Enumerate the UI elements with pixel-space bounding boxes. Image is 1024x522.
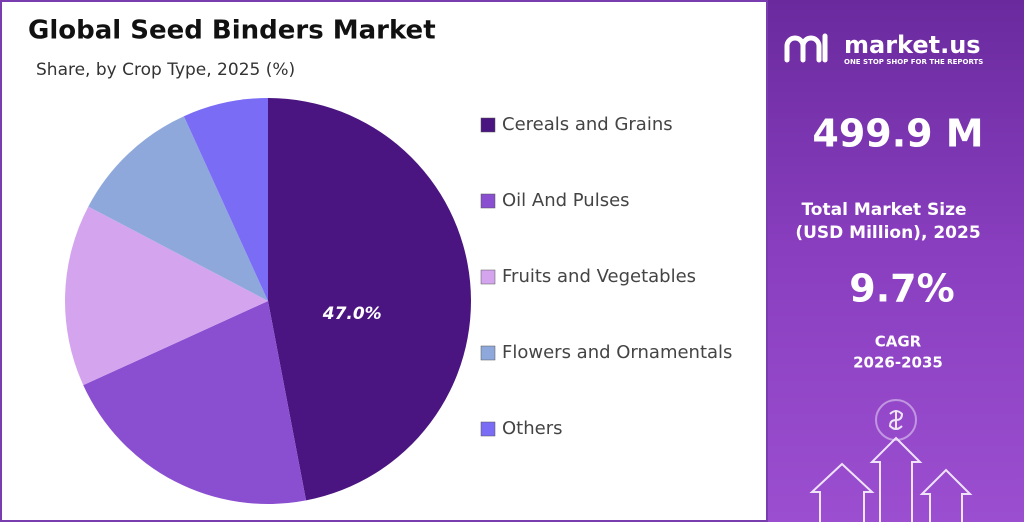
legend-swatch — [480, 193, 496, 209]
legend-label: Others — [502, 418, 563, 439]
pie-slice — [183, 98, 268, 301]
info-panel — [768, 0, 1024, 522]
legend-label: Oil And Pulses — [502, 190, 630, 211]
cagr-value: 9.7% — [849, 267, 954, 311]
pie-slice — [88, 116, 269, 301]
market-size-label: (USD Million), 2025 — [795, 223, 980, 243]
data-label: 47.0% — [322, 304, 382, 324]
legend-label: Fruits and Vegetables — [502, 266, 696, 287]
legend-swatch — [480, 117, 496, 133]
brand-tagline: ONE STOP SHOP FOR THE REPORTS — [844, 58, 983, 66]
decor-arrows — [809, 399, 973, 522]
legend-label: Cereals and Grains — [502, 114, 673, 135]
legend-swatch — [480, 421, 496, 437]
chart-subtitle: Share, by Crop Type, 2025 (%) — [36, 60, 295, 80]
brand-logo — [784, 33, 828, 63]
pie-slice — [64, 206, 268, 386]
pie-slice — [83, 301, 307, 504]
pie-slice — [268, 98, 471, 501]
chart-title: Global Seed Binders Market — [28, 16, 436, 46]
market-size: 499.9 M — [812, 112, 983, 156]
cagr-label: CAGR — [875, 333, 922, 351]
market-size-label: Total Market Size — [801, 200, 966, 220]
legend-swatch — [480, 345, 496, 361]
legend-label: Flowers and Ornamentals — [502, 342, 732, 363]
cagr-label: 2026-2035 — [853, 354, 943, 372]
brand-name: market.us — [844, 31, 981, 59]
legend-swatch — [480, 269, 496, 285]
